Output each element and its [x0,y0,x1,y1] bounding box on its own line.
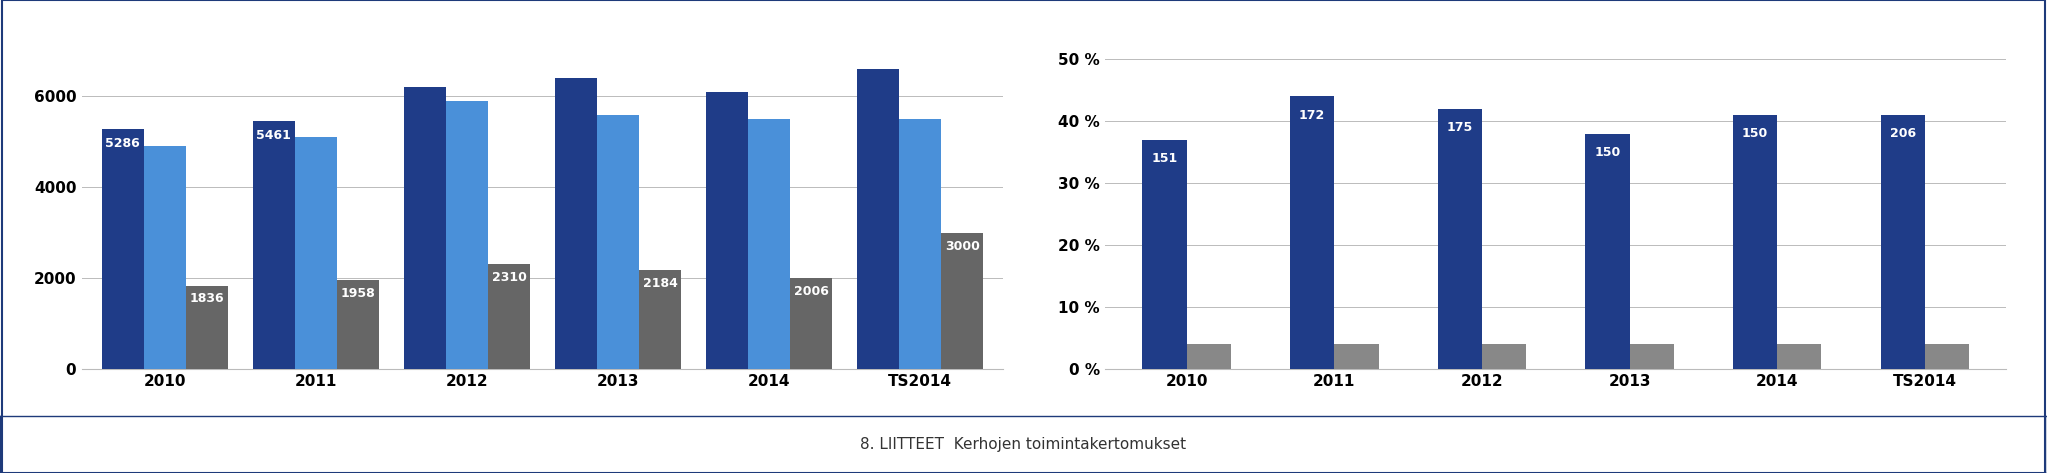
Legend: Ekonomiosaaminen, Hyvinvointi: Ekonomiosaaminen, Hyvinvointi [1421,449,1691,472]
Text: 8. LIITTEET  Kerhojen toimintakertomukset: 8. LIITTEET Kerhojen toimintakertomukset [860,437,1187,452]
Bar [706,92,747,369]
Bar [639,270,682,369]
Text: 5461: 5461 [256,129,291,142]
Bar [1482,344,1527,369]
Text: 2310: 2310 [491,271,526,284]
Text: 2184: 2184 [643,277,678,289]
Text: 1836: 1836 [190,292,225,306]
Bar [899,119,942,369]
Bar [1584,134,1629,369]
Text: 2006: 2006 [794,285,829,298]
Bar [102,129,143,369]
Bar [295,137,338,369]
Text: 150: 150 [1595,146,1621,159]
Bar [1777,344,1822,369]
Bar [1290,96,1335,369]
Bar [403,88,446,369]
Text: 5286: 5286 [104,137,139,150]
Bar [338,280,379,369]
Text: 151: 151 [1150,152,1177,165]
Text: 3000: 3000 [946,239,981,253]
Bar [1924,344,1969,369]
Bar [186,286,229,369]
Bar [1142,140,1187,369]
Text: 175: 175 [1447,121,1474,134]
Bar [555,79,598,369]
Bar [143,147,186,369]
Text: 206: 206 [1889,127,1916,140]
Bar [1187,344,1230,369]
Bar [1881,115,1924,369]
Bar [856,69,899,369]
Bar [252,121,295,369]
Bar [790,278,833,369]
Legend: Paikat tapahtumiin, Tapahtumiin osallistumiset, Tapahtumiin osallistuneet: Paikat tapahtumiin, Tapahtumiin osallist… [264,449,821,472]
Text: 172: 172 [1300,109,1324,122]
Bar [1734,115,1777,369]
Bar [446,101,487,369]
Bar [487,264,530,369]
Bar [1437,109,1482,369]
Text: 150: 150 [1742,127,1769,140]
Text: 1958: 1958 [342,287,375,300]
Bar [1629,344,1674,369]
Bar [1335,344,1378,369]
Bar [747,119,790,369]
Bar [942,233,983,369]
Bar [598,114,639,369]
